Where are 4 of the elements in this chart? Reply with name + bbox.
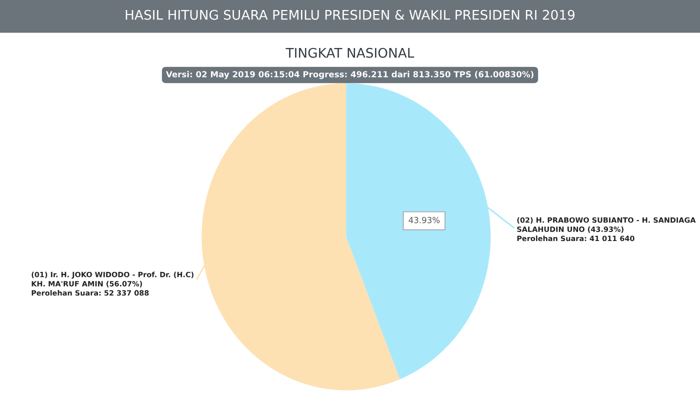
chart-subtitle: TINGKAT NASIONAL <box>286 48 414 58</box>
text: Versi: 02 May 2019 06:15:04 Progress: 496.211 dari 813.350 TPS (61.00830%) <box>166 70 534 80</box>
chart-title: HASIL HITUNG SUARA PEMILU PRESIDEN & WAKIL PRESIDEN RI 2019 <box>126 10 575 20</box>
data-label: 43.93% <box>408 216 440 224</box>
